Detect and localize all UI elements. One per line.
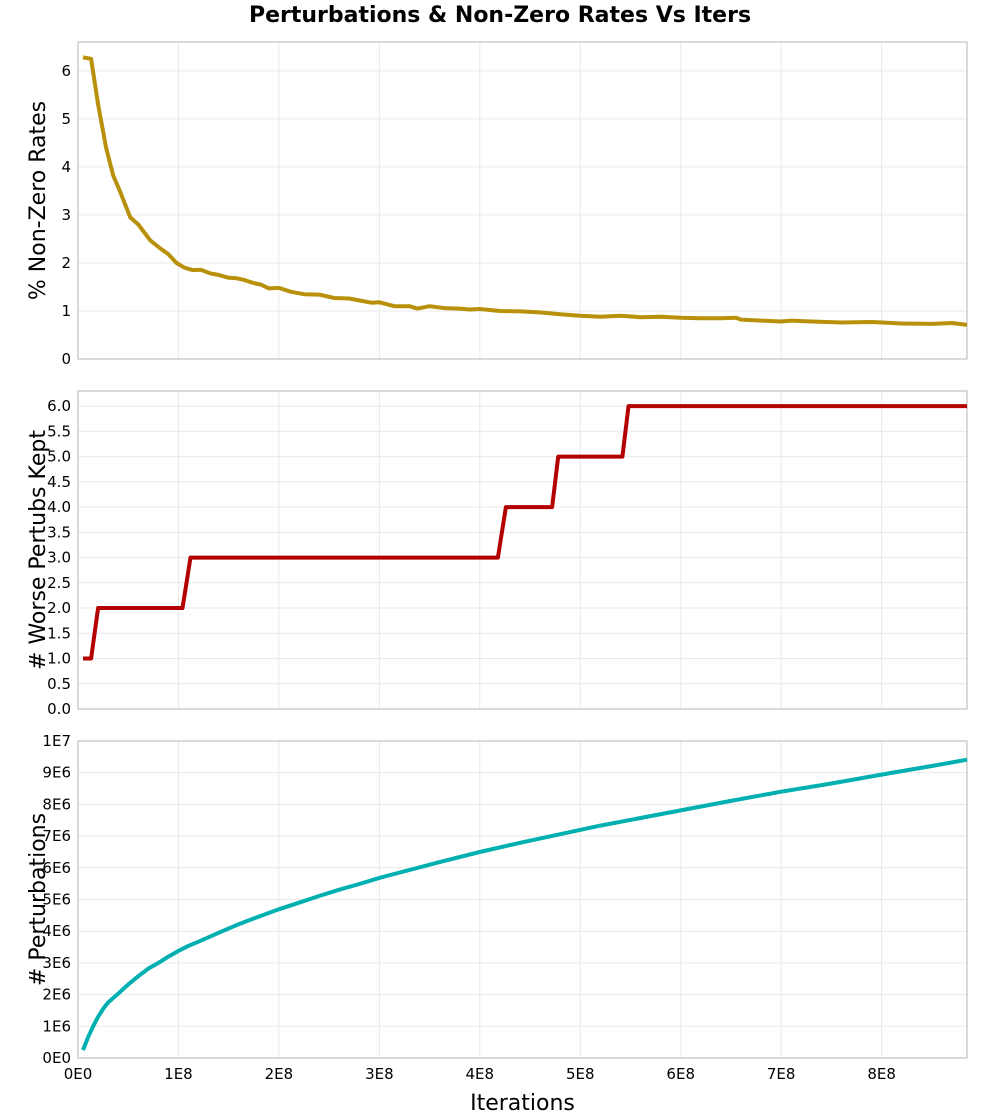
x-tick-label: 1E8 <box>164 1065 193 1083</box>
y-tick-label: 2E6 <box>42 986 71 1004</box>
y-tick-label: 1E7 <box>42 732 71 750</box>
y-tick-label: 5.5 <box>47 422 71 440</box>
x-axis-label: Iterations <box>470 1091 575 1116</box>
y-tick-label: 4E6 <box>42 922 71 940</box>
y-tick-label: 5 <box>61 110 71 128</box>
y-tick-label: 0.0 <box>47 700 71 718</box>
x-tick-label: 7E8 <box>767 1065 796 1083</box>
y-axis-label: # Perturbations <box>26 813 51 986</box>
y-tick-label: 5E6 <box>42 891 71 909</box>
x-tick-label: 2E8 <box>265 1065 294 1083</box>
series-line <box>82 55 968 327</box>
y-tick-label: 3 <box>61 206 71 224</box>
y-tick-label: 6E6 <box>42 859 71 877</box>
y-tick-label: 1 <box>61 302 71 320</box>
y-tick-label: 5.0 <box>47 448 71 466</box>
series-line <box>83 404 967 661</box>
plot-frame <box>77 41 968 360</box>
x-tick-label: 8E8 <box>867 1065 896 1083</box>
y-tick-label: 1.0 <box>47 650 71 668</box>
y-tick-label: 4 <box>61 158 71 176</box>
y-tick-label: 3E6 <box>42 954 71 972</box>
plot-frame <box>77 390 968 710</box>
x-tick-label: 6E8 <box>666 1065 695 1083</box>
chart-title: Perturbations & Non-Zero Rates Vs Iters <box>248 3 752 28</box>
x-tick-label: 3E8 <box>365 1065 394 1083</box>
y-tick-label: 9E6 <box>42 764 71 782</box>
y-axis-label: # Worse Pertubs Kept <box>26 430 51 670</box>
series-line <box>81 757 968 1051</box>
y-tick-label: 3.0 <box>47 549 71 567</box>
x-tick-label: 4E8 <box>466 1065 495 1083</box>
panel-1: 0 1 2 3 4 5 6 % Non-Zero Rates <box>26 41 968 368</box>
x-tick-label: 5E8 <box>566 1065 595 1083</box>
panel-2: 0.0 0.5 1.0 1.5 2.0 2.5 3.0 3.5 4.0 4.5 5.0 5.5 6.0 #… <box>26 390 968 718</box>
y-tick-label: 1.5 <box>47 624 71 642</box>
y-tick-label: 2 <box>61 254 71 272</box>
y-axis-label: % Non-Zero Rates <box>26 101 51 300</box>
y-tick-label: 4.0 <box>47 498 71 516</box>
y-tick-label: 7E6 <box>42 827 71 845</box>
y-tick-label: 2.5 <box>47 574 71 592</box>
y-tick-label: 1E6 <box>42 1017 71 1035</box>
y-tick-label: 0 <box>61 350 71 368</box>
y-tick-label: 2.0 <box>47 599 71 617</box>
y-tick-label: 4.5 <box>47 473 71 491</box>
y-tick-label: 6 <box>61 62 71 80</box>
y-tick-label: 0E0 <box>42 1049 71 1067</box>
y-tick-label: 3.5 <box>47 523 71 541</box>
panel-3: 0E0 1E6 2E6 3E6 4E6 5E6 6E6 7E6 8E6 9E6 1E7 # Pertu… <box>26 732 968 1116</box>
y-tick-label: 6.0 <box>47 397 71 415</box>
y-tick-label: 0.5 <box>47 675 71 693</box>
y-tick-label: 8E6 <box>42 795 71 813</box>
x-tick-label: 0E0 <box>64 1065 93 1083</box>
plot-frame <box>77 740 968 1059</box>
